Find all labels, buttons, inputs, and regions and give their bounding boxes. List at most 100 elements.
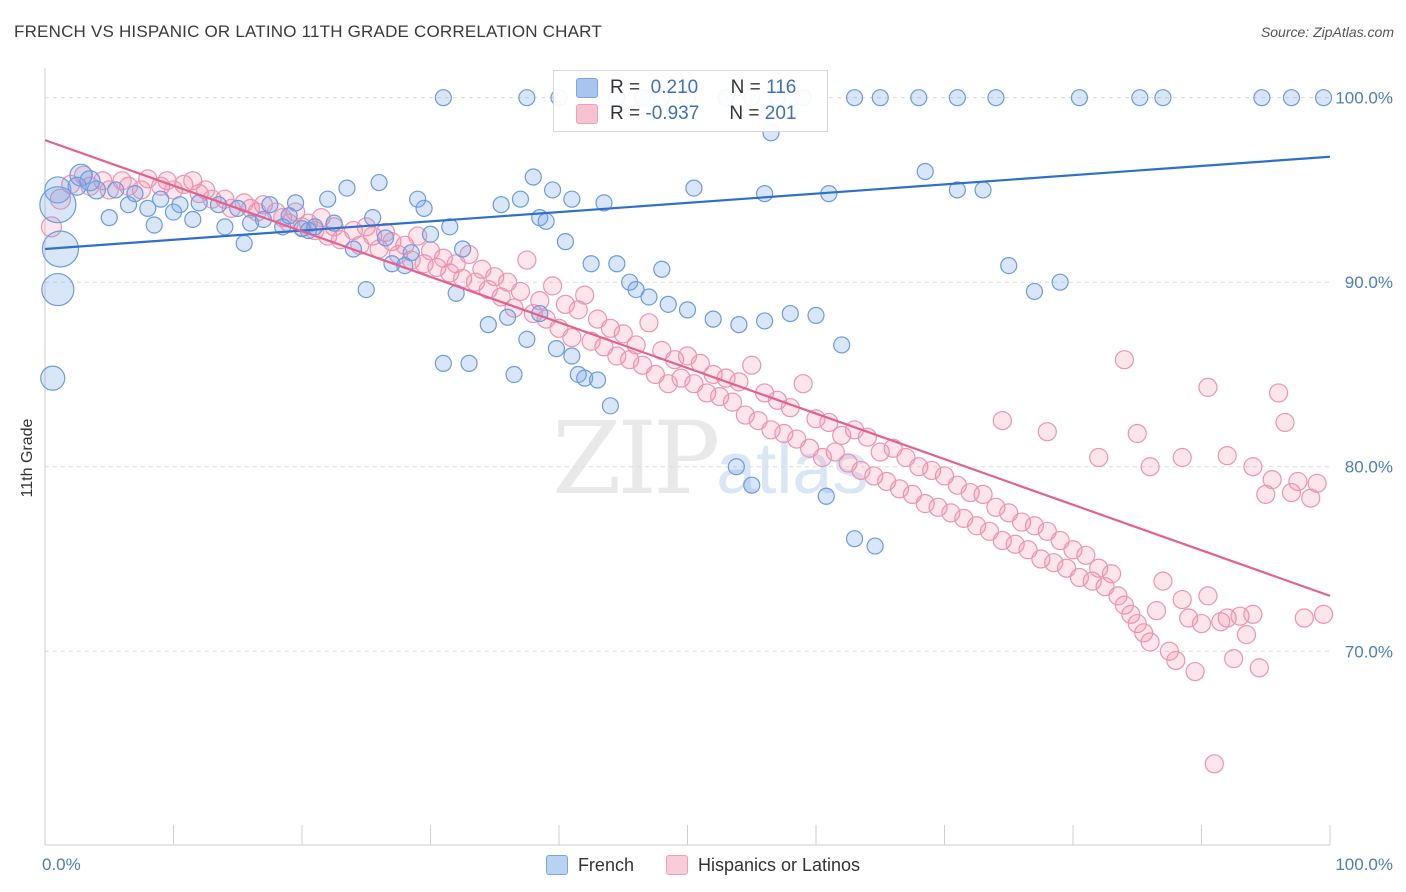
series-legend: French Hispanics or Latinos	[0, 852, 1406, 878]
legend-n-label: N =	[729, 103, 760, 124]
data-point-hispanic	[1172, 589, 1192, 610]
data-point-french	[659, 295, 677, 313]
data-point-french	[41, 272, 75, 307]
data-point-french	[547, 340, 566, 358]
data-point-hispanic	[530, 291, 550, 311]
data-point-french	[608, 255, 626, 273]
data-point-french	[40, 365, 66, 391]
legend-row-french: R = 0.210 N = 116	[576, 75, 796, 101]
data-point-hispanic	[1275, 412, 1295, 433]
data-point-hispanic	[1114, 350, 1135, 370]
data-point-french	[974, 181, 992, 199]
data-point-french	[640, 288, 658, 306]
data-point-french	[434, 354, 452, 372]
series-legend-hispanic[interactable]: Hispanics or Latinos	[665, 855, 860, 876]
y-tick-label: 80.0%	[1345, 458, 1393, 477]
data-point-french	[556, 233, 575, 251]
watermark-zip: ZIP	[552, 400, 720, 517]
trend-line-french	[44, 155, 1331, 251]
data-point-hispanic	[1140, 632, 1160, 652]
data-point-french	[319, 190, 337, 208]
data-point-hispanic	[1313, 604, 1334, 624]
legend-swatch-hispanic	[576, 104, 598, 124]
data-point-french	[743, 476, 761, 494]
data-point-french	[563, 347, 581, 365]
data-point-french	[755, 312, 774, 330]
data-point-french	[454, 240, 472, 258]
data-point-hispanic	[1037, 422, 1057, 442]
data-point-french	[563, 190, 581, 208]
data-point-french	[537, 212, 555, 230]
data-point-hispanic	[1140, 457, 1160, 477]
series-swatch-french	[545, 855, 568, 875]
data-point-hispanic	[722, 392, 743, 412]
data-point-french	[242, 214, 260, 232]
data-point-french	[987, 89, 1005, 107]
chart-title: FRENCH VS HISPANIC OR LATINO 11TH GRADE …	[14, 22, 602, 41]
data-point-hispanic	[992, 410, 1012, 431]
series-legend-french[interactable]: French	[545, 855, 634, 876]
data-point-french	[41, 230, 80, 268]
data-point-hispanic	[613, 324, 633, 344]
data-point-hispanic	[510, 281, 531, 302]
data-point-hispanic	[241, 198, 261, 218]
data-point-french	[415, 199, 433, 217]
data-point-hispanic	[1172, 447, 1192, 468]
data-point-hispanic	[1307, 473, 1327, 493]
data-point-french	[948, 89, 966, 107]
data-point-french	[601, 397, 620, 415]
data-point-hispanic	[761, 420, 781, 440]
data-point-hispanic	[1294, 608, 1314, 628]
data-point-french	[845, 530, 864, 548]
data-point-french	[107, 181, 125, 199]
data-point-french	[518, 330, 536, 349]
data-point-french	[434, 89, 452, 107]
data-point-hispanic	[1198, 377, 1218, 397]
data-point-hispanic	[870, 442, 890, 462]
data-point-hispanic	[992, 530, 1012, 551]
data-point-french	[576, 369, 594, 387]
data-point-french	[505, 365, 523, 384]
data-point-french	[755, 185, 774, 203]
data-point-hispanic	[1185, 661, 1205, 682]
data-point-french	[261, 196, 279, 214]
legend-n-value: 201	[764, 103, 797, 124]
data-point-hispanic	[1089, 447, 1109, 468]
data-point-hispanic	[1236, 625, 1257, 645]
data-point-french	[39, 186, 77, 224]
data-point-french	[86, 180, 107, 200]
data-point-french	[338, 179, 356, 197]
data-point-hispanic	[639, 313, 659, 333]
data-point-french	[543, 181, 562, 199]
data-point-french	[139, 199, 157, 217]
data-point-hispanic	[1288, 471, 1308, 492]
data-point-french	[409, 190, 427, 208]
data-point-french	[1154, 89, 1172, 107]
data-point-french	[286, 194, 305, 212]
data-point-hispanic	[1281, 482, 1302, 503]
data-point-french	[1025, 282, 1044, 301]
legend-r-label: R =	[610, 103, 641, 124]
legend-n-value: 116	[766, 77, 797, 98]
data-point-hispanic	[1243, 457, 1263, 477]
data-point-french	[781, 304, 799, 323]
data-point-french	[727, 458, 745, 476]
data-point-french	[653, 260, 671, 278]
data-point-french	[357, 280, 375, 299]
data-point-french	[1253, 89, 1271, 107]
legend-r-label: R =	[610, 77, 641, 98]
legend-r-value: 0.210	[650, 77, 699, 98]
legend-row-hispanic: R = -0.937 N = 201	[576, 101, 796, 127]
data-point-hispanic	[408, 226, 428, 246]
data-point-hispanic	[1198, 586, 1218, 606]
data-point-hispanic	[1249, 658, 1269, 678]
data-point-french	[833, 336, 851, 354]
y-tick-label: 100.0%	[1335, 89, 1393, 108]
data-point-hispanic	[517, 250, 537, 270]
data-point-hispanic	[504, 298, 524, 318]
data-point-hispanic	[1011, 512, 1032, 532]
data-point-french	[152, 190, 170, 208]
data-point-french	[627, 280, 645, 299]
data-point-french	[1051, 273, 1069, 291]
y-tick-label: 70.0%	[1345, 642, 1393, 661]
